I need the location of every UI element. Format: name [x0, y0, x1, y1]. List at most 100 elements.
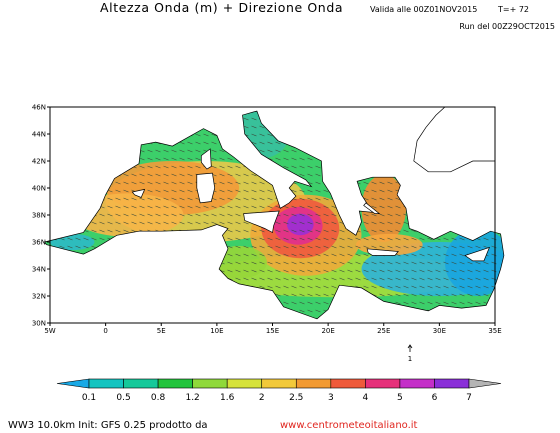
wave-arrow — [203, 141, 209, 145]
wave-arrow — [235, 277, 241, 281]
lon-label: 15E — [266, 327, 279, 335]
wave-arrow — [219, 197, 225, 201]
wave-arrow — [251, 181, 257, 185]
wave-arrow — [99, 229, 105, 233]
wave-arrow — [363, 277, 369, 281]
wave-arrow — [59, 245, 65, 249]
wave-arrow — [379, 269, 385, 273]
wave-arrow — [419, 269, 425, 273]
wave-arrow — [371, 189, 377, 193]
wave-arrow — [139, 221, 145, 225]
wave-arrow — [475, 293, 481, 297]
wave-arrow — [355, 253, 361, 257]
wave-arrow — [251, 189, 257, 193]
wave-arrow — [483, 277, 489, 281]
wave-arrow — [75, 245, 81, 249]
wave-arrow — [395, 285, 401, 289]
wave-arrow — [139, 197, 145, 201]
wave-arrow — [331, 277, 337, 281]
wave-arrow — [315, 277, 321, 281]
wave-arrow — [403, 237, 409, 241]
wave-arrow — [107, 205, 113, 209]
wave-arrow — [259, 229, 265, 233]
wave-arrow — [163, 165, 169, 169]
wave-arrow — [307, 245, 313, 249]
wave-arrow — [211, 221, 217, 225]
wave-arrow — [219, 213, 225, 217]
wave-arrow — [275, 293, 281, 297]
wave-arrow — [179, 141, 185, 145]
wave-arrow — [299, 293, 305, 297]
wave-arrow — [83, 245, 89, 249]
wave-arrow — [363, 237, 369, 241]
wave-arrow — [131, 197, 137, 201]
wave-arrow — [299, 157, 305, 161]
wave-arrow — [435, 285, 441, 289]
wave-arrow — [331, 237, 337, 241]
wave-arrow — [235, 197, 241, 201]
wave-arrow — [363, 285, 369, 289]
wave-arrow — [323, 277, 329, 281]
wave-arrow — [419, 285, 425, 289]
legend-swatch — [192, 378, 228, 389]
wave-arrow — [115, 205, 121, 209]
wave-arrow — [155, 157, 161, 161]
wave-arrow — [211, 133, 217, 137]
island — [366, 248, 399, 256]
wave-arrow — [443, 285, 449, 289]
wave-arrow — [363, 261, 369, 265]
wave-arrow — [307, 285, 313, 289]
wave-arrow — [307, 261, 313, 265]
wave-arrow — [315, 205, 321, 209]
wave-arrow — [291, 261, 297, 265]
wave-arrow — [355, 261, 361, 265]
wave-arrow — [155, 165, 161, 169]
wave-arrow — [115, 213, 121, 217]
wave-arrow — [339, 261, 345, 265]
wave-arrow — [323, 301, 329, 305]
wave-arrow — [395, 253, 401, 257]
wave-arrow — [299, 229, 305, 233]
wave-arrow — [163, 213, 169, 217]
wave-arrow — [451, 253, 457, 257]
wave-arrow — [307, 237, 313, 241]
legend-left-end — [56, 378, 90, 389]
wave-arrow — [315, 253, 321, 257]
wave-arrow — [195, 157, 201, 161]
wave-arrow — [323, 229, 329, 233]
wave-arrow — [163, 173, 169, 177]
wave-arrow — [307, 221, 313, 225]
legend-label: 0.8 — [151, 393, 166, 403]
wave-arrow — [395, 213, 401, 217]
lon-label: 5W — [44, 327, 55, 335]
wave-arrow — [195, 205, 201, 209]
wave-arrow — [139, 173, 145, 177]
wave-arrow — [131, 221, 137, 225]
wave-arrow — [315, 229, 321, 233]
wave-arrow — [491, 277, 497, 281]
wave-arrow — [107, 221, 113, 225]
wave-arrow — [395, 293, 401, 297]
wave-arrow — [443, 269, 449, 273]
wave-arrow — [371, 285, 377, 289]
wave-arrow — [203, 221, 209, 225]
legend-label: 7 — [466, 393, 472, 403]
wave-arrow — [179, 181, 185, 185]
wave-arrow — [267, 237, 273, 241]
wave-arrow — [435, 293, 441, 297]
wave-arrow — [435, 253, 441, 257]
wave-arrow — [219, 181, 225, 185]
wave-arrow — [283, 229, 289, 233]
legend-label: 3 — [328, 393, 334, 403]
wave-arrow — [195, 221, 201, 225]
wave-arrow — [363, 245, 369, 249]
wave-arrow — [371, 197, 377, 201]
wave-arrow — [283, 277, 289, 281]
wave-arrow — [123, 205, 129, 209]
wave-arrow — [259, 245, 265, 249]
wave-arrow — [419, 253, 425, 257]
wave-arrow — [259, 205, 265, 209]
wave-arrow — [355, 237, 361, 241]
wave-arrow — [267, 277, 273, 281]
wave-arrow — [475, 245, 481, 249]
